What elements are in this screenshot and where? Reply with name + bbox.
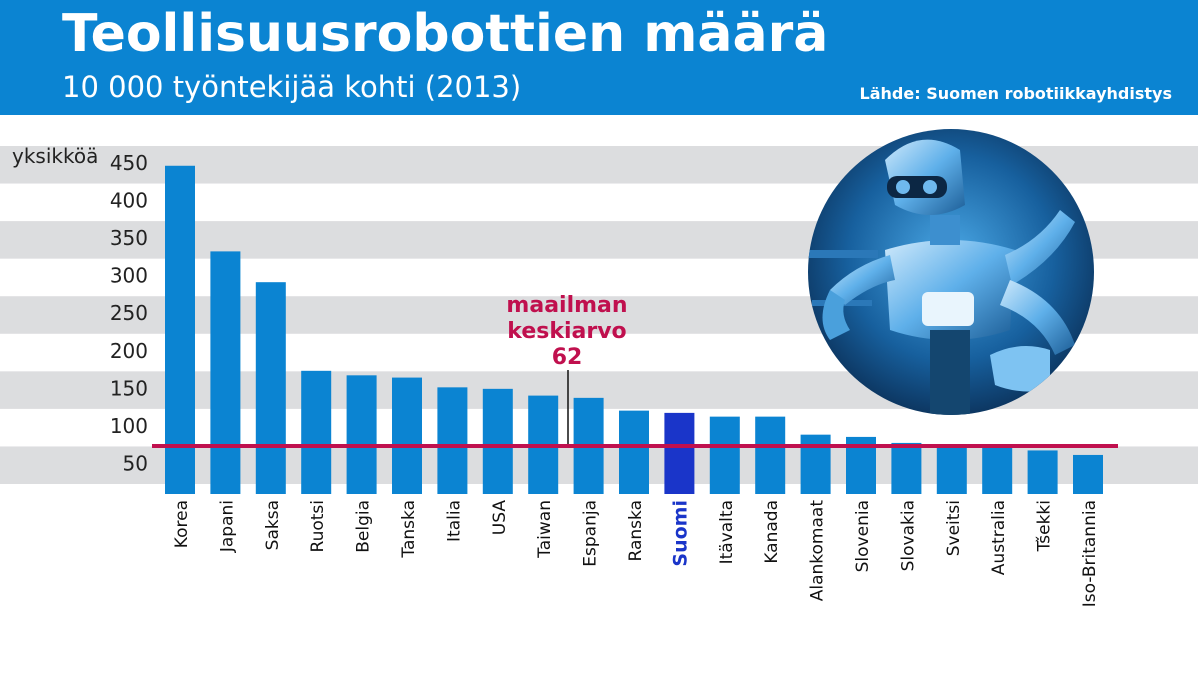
y-tick-label: 150 — [110, 376, 148, 400]
bar-australia — [982, 447, 1013, 494]
x-tick-label: Slovakia — [898, 500, 918, 571]
y-tick-label: 450 — [110, 151, 148, 175]
bar-italia — [437, 387, 468, 494]
bar-tšekki — [1027, 450, 1058, 494]
bar-belgia — [346, 375, 377, 494]
x-tick-label: Taiwan — [535, 500, 555, 559]
y-tick-label: 250 — [110, 301, 148, 325]
bar-ranska — [619, 410, 649, 494]
x-tick-label: Saksa — [263, 500, 283, 550]
x-tick-label: Tanska — [399, 500, 419, 559]
x-axis-labels: Korea Japani Saksa Ruotsi Belgia Tanska Italia… — [172, 500, 1100, 608]
y-tick-label: 100 — [110, 414, 148, 438]
x-tick-label: Ranska — [626, 500, 646, 561]
x-tick-label: USA — [490, 500, 510, 536]
bar-tanska — [392, 377, 422, 494]
chart-title: Teollisuusrobottien määrä — [62, 4, 829, 64]
x-tick-label: Iso-Britannia — [1080, 500, 1100, 607]
x-tick-label: Sveitsi — [944, 500, 964, 556]
x-tick-label: Alankomaat — [808, 500, 828, 602]
x-tick-label: Japani — [217, 500, 237, 553]
y-tick-label: 400 — [110, 189, 148, 213]
x-tick-label: Itävalta — [717, 500, 737, 564]
bar-suomi — [664, 412, 695, 494]
bar-alankomaat — [800, 434, 831, 494]
bar-iso-britannia — [1073, 454, 1103, 494]
bar-usa — [482, 388, 513, 494]
bar-ruotsi — [301, 370, 332, 494]
bar-slovakia — [891, 442, 922, 494]
x-tick-label: Kanada — [762, 500, 782, 564]
x-tick-label: Espanja — [581, 500, 601, 567]
average-label: maailman — [506, 293, 627, 318]
y-axis-label: yksikköä — [12, 144, 98, 168]
x-tick-label: Tšekki — [1035, 500, 1055, 552]
x-tick-label: Belgia — [354, 500, 374, 553]
bar-kanada — [755, 416, 786, 494]
source-note: Lähde: Suomen robotiikkayhdistys — [859, 84, 1172, 103]
bar-korea — [165, 165, 195, 494]
y-tick-label: 300 — [110, 264, 148, 288]
bar-saksa — [255, 282, 286, 494]
y-tick-label: 350 — [110, 226, 148, 250]
y-tick-label: 200 — [110, 339, 148, 363]
x-tick-label: Slovenia — [853, 500, 873, 572]
header-banner: Teollisuusrobottien määrä 10 000 työntek… — [0, 0, 1198, 115]
average-label: 62 — [552, 345, 583, 370]
robot-photo — [808, 129, 1094, 415]
x-tick-label: Korea — [172, 500, 192, 548]
bar-sveitsi — [936, 445, 967, 494]
average-label: keskiarvo — [507, 319, 626, 344]
x-tick-label: Ruotsi — [308, 500, 328, 552]
x-tick-label: Italia — [444, 500, 464, 542]
x-tick-label: Suomi — [669, 500, 691, 567]
bar-itävalta — [709, 416, 740, 494]
x-tick-label: Australia — [989, 500, 1009, 575]
bar-japani — [210, 251, 241, 494]
chart-subtitle: 10 000 työntekijää kohti (2013) — [62, 70, 522, 104]
y-tick-label: 50 — [123, 451, 148, 475]
y-axis: yksikköä 50 100 150 200 250 300 350 400 450 — [12, 144, 148, 475]
